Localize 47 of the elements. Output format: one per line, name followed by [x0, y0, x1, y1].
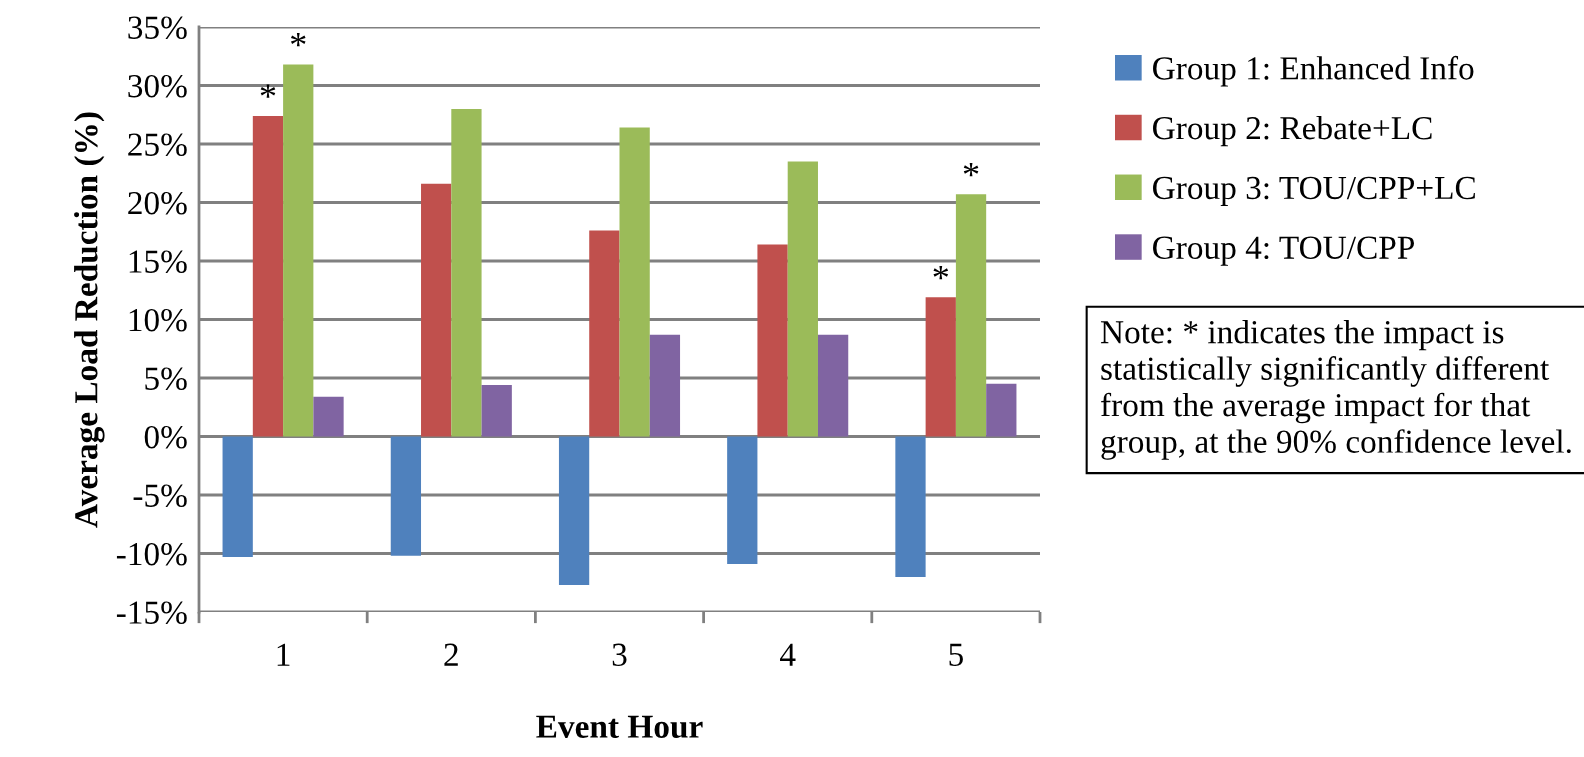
x-tick-label: 3: [612, 643, 627, 667]
y-tick-label: 10%: [129, 308, 187, 332]
y-tick-label: 0%: [144, 425, 187, 449]
bar: [481, 385, 512, 437]
bar: [817, 334, 849, 437]
y-tick-label: -15%: [116, 601, 187, 624]
legend-label: Group 4: TOU/CPP: [1153, 236, 1415, 266]
x-tick-label: 2: [444, 643, 458, 666]
y-tick-label: 5%: [145, 367, 187, 390]
annotation: *: [963, 162, 979, 177]
bar: [313, 396, 344, 437]
bar: [421, 183, 452, 437]
bar: [451, 108, 482, 437]
legend-label: Group 1: Enhanced Info: [1153, 55, 1474, 87]
annotation: *: [260, 84, 276, 98]
y-tick-label: -10%: [116, 542, 187, 566]
x-tick-label: 5: [949, 643, 963, 667]
y-tick-label: 25%: [128, 133, 187, 156]
bar: [589, 230, 620, 437]
annotation: *: [933, 265, 949, 280]
y-tick-label: -5%: [133, 484, 187, 507]
bar: [558, 436, 590, 586]
bar: [390, 436, 422, 556]
legend-label: Group 3: TOU/CPP+LC: [1153, 176, 1475, 206]
y-tick-label: 20%: [128, 191, 187, 215]
y-tick-label: 15%: [129, 250, 187, 273]
bar: [955, 194, 987, 437]
legend-label: Group 2: Rebate+LC: [1153, 115, 1432, 147]
y-tick-label: 35%: [128, 16, 187, 39]
bar: [222, 436, 253, 558]
bar: [787, 161, 818, 437]
bar: [986, 383, 1017, 437]
y-axis-title: Average Load Reduction (%): [74, 112, 105, 528]
x-tick-label: 1: [277, 643, 290, 666]
y-tick-label: 30%: [128, 74, 187, 98]
annotation: *: [290, 33, 306, 47]
bar: [283, 64, 314, 437]
bar: [649, 334, 681, 437]
bar: [727, 436, 758, 565]
x-axis-title: Event Hour: [536, 715, 703, 738]
text: Note: * indicates the impact is statistically significantly different from the average impact for that group, at the 90% confidence level.: [1100, 320, 1571, 460]
bar: [757, 244, 788, 437]
bar: [925, 297, 956, 437]
bar: [895, 436, 926, 577]
bar: [252, 115, 284, 437]
x-tick-label: 4: [780, 643, 796, 666]
bar: [619, 127, 650, 437]
